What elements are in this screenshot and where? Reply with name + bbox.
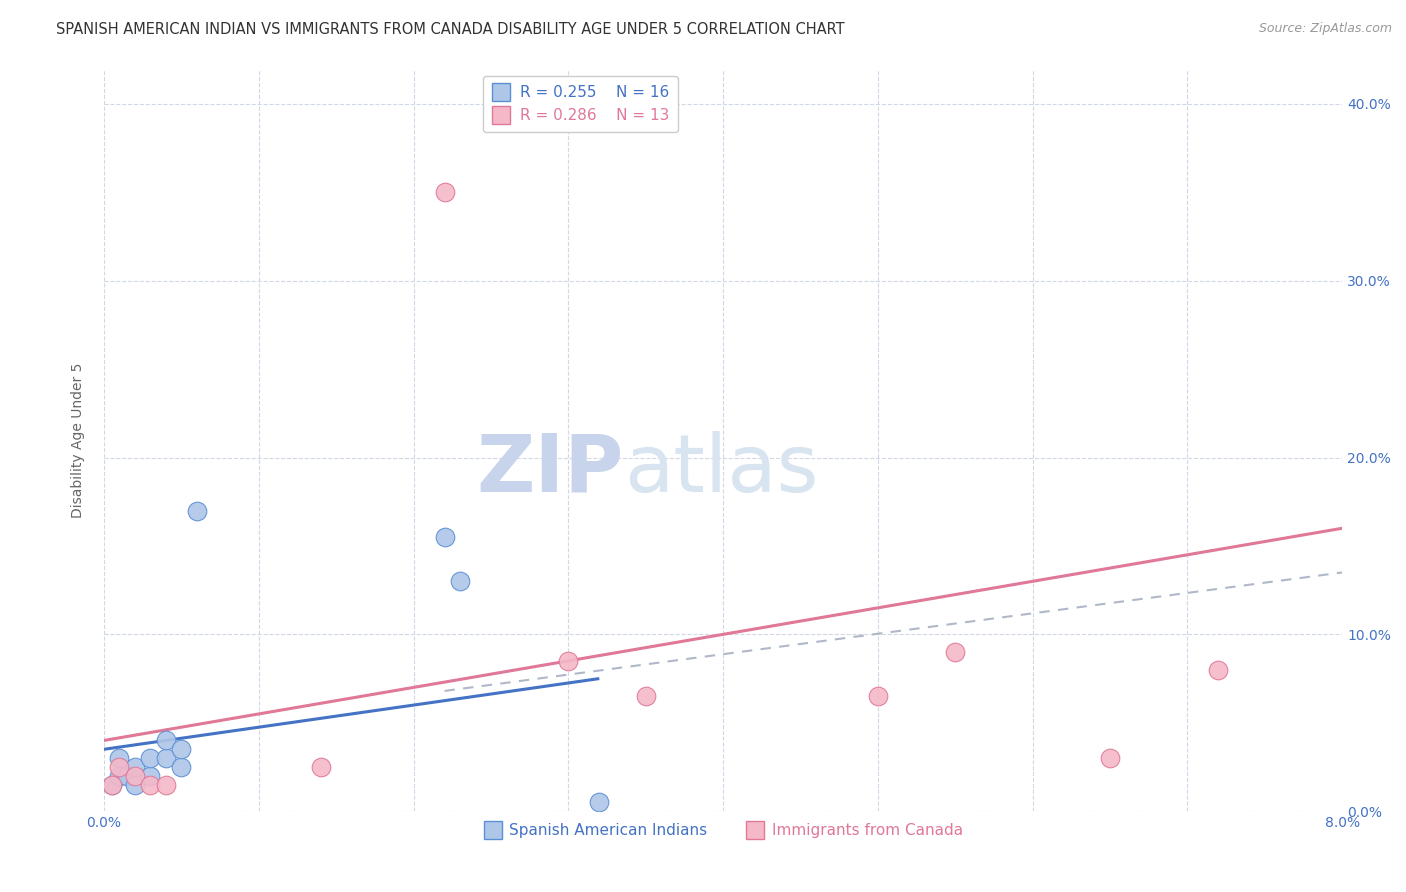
Point xyxy=(943,645,966,659)
Point xyxy=(108,769,131,783)
Point xyxy=(139,769,162,783)
Point xyxy=(108,760,131,774)
Point xyxy=(449,574,471,589)
Point xyxy=(139,751,162,765)
Text: Source: ZipAtlas.com: Source: ZipAtlas.com xyxy=(1258,22,1392,36)
Point xyxy=(170,742,193,756)
Point xyxy=(155,751,177,765)
Y-axis label: Disability Age Under 5: Disability Age Under 5 xyxy=(72,362,86,517)
Point xyxy=(139,778,162,792)
Point xyxy=(433,186,456,200)
Point xyxy=(557,654,579,668)
Point xyxy=(155,733,177,747)
Point xyxy=(100,778,122,792)
Point xyxy=(186,503,208,517)
Point xyxy=(309,760,332,774)
Point xyxy=(1099,751,1122,765)
Point xyxy=(634,690,657,704)
Point xyxy=(170,760,193,774)
Point xyxy=(124,769,146,783)
Point xyxy=(108,751,131,765)
Point xyxy=(124,760,146,774)
Legend: Spanish American Indians, Immigrants from Canada: Spanish American Indians, Immigrants fro… xyxy=(477,817,969,845)
Point xyxy=(866,690,889,704)
Point xyxy=(1208,663,1230,677)
Point xyxy=(100,778,122,792)
Text: atlas: atlas xyxy=(624,431,818,508)
Point xyxy=(155,778,177,792)
Text: ZIP: ZIP xyxy=(477,431,624,508)
Point xyxy=(115,769,138,783)
Point xyxy=(433,530,456,544)
Point xyxy=(124,778,146,792)
Text: SPANISH AMERICAN INDIAN VS IMMIGRANTS FROM CANADA DISABILITY AGE UNDER 5 CORRELA: SPANISH AMERICAN INDIAN VS IMMIGRANTS FR… xyxy=(56,22,845,37)
Point xyxy=(588,795,610,809)
